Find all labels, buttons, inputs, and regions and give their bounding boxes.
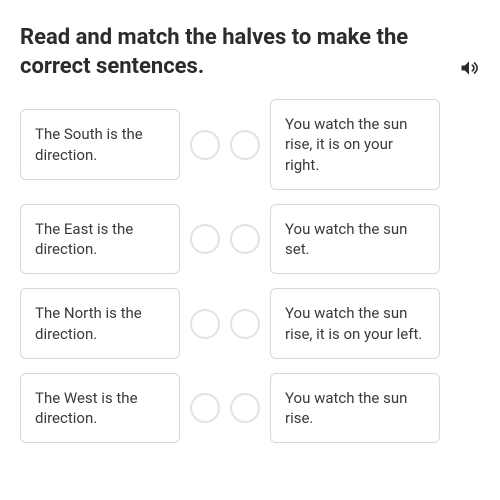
right-connector-dot[interactable]: [230, 224, 260, 254]
left-connector-dot[interactable]: [190, 393, 220, 423]
right-card[interactable]: You watch the sun rise.: [270, 373, 440, 444]
left-card[interactable]: The North is the direction.: [20, 288, 180, 359]
match-rows: The South is the direction. You watch th…: [20, 99, 480, 443]
match-row: The South is the direction. You watch th…: [20, 99, 480, 190]
left-card[interactable]: The East is the direction.: [20, 204, 180, 275]
left-card-text: The East is the direction.: [35, 219, 165, 260]
right-connector-dot[interactable]: [230, 130, 260, 160]
left-connector-dot[interactable]: [190, 224, 220, 254]
right-card[interactable]: You watch the sun set.: [270, 204, 440, 275]
right-connector-dot[interactable]: [230, 393, 260, 423]
left-connector-dot[interactable]: [190, 130, 220, 160]
left-card-text: The South is the direction.: [35, 124, 165, 165]
right-connector-dot[interactable]: [230, 309, 260, 339]
right-card[interactable]: You watch the sun rise, it is on your ri…: [270, 99, 440, 190]
volume-icon[interactable]: [458, 58, 480, 78]
left-card-text: The North is the direction.: [35, 303, 165, 344]
right-card[interactable]: You watch the sun rise, it is on your le…: [270, 288, 440, 359]
right-card-text: You watch the sun rise, it is on your le…: [285, 303, 425, 344]
exercise-header: Read and match the halves to make the co…: [20, 24, 480, 81]
right-card-text: You watch the sun set.: [285, 219, 425, 260]
match-row: The North is the direction. You watch th…: [20, 288, 480, 359]
exercise-title: Read and match the halves to make the co…: [20, 24, 448, 81]
left-card[interactable]: The South is the direction.: [20, 109, 180, 180]
left-card[interactable]: The West is the direction.: [20, 373, 180, 444]
left-connector-dot[interactable]: [190, 309, 220, 339]
left-card-text: The West is the direction.: [35, 388, 165, 429]
match-row: The East is the direction. You watch the…: [20, 204, 480, 275]
match-row: The West is the direction. You watch the…: [20, 373, 480, 444]
right-card-text: You watch the sun rise.: [285, 388, 425, 429]
right-card-text: You watch the sun rise, it is on your ri…: [285, 114, 425, 175]
